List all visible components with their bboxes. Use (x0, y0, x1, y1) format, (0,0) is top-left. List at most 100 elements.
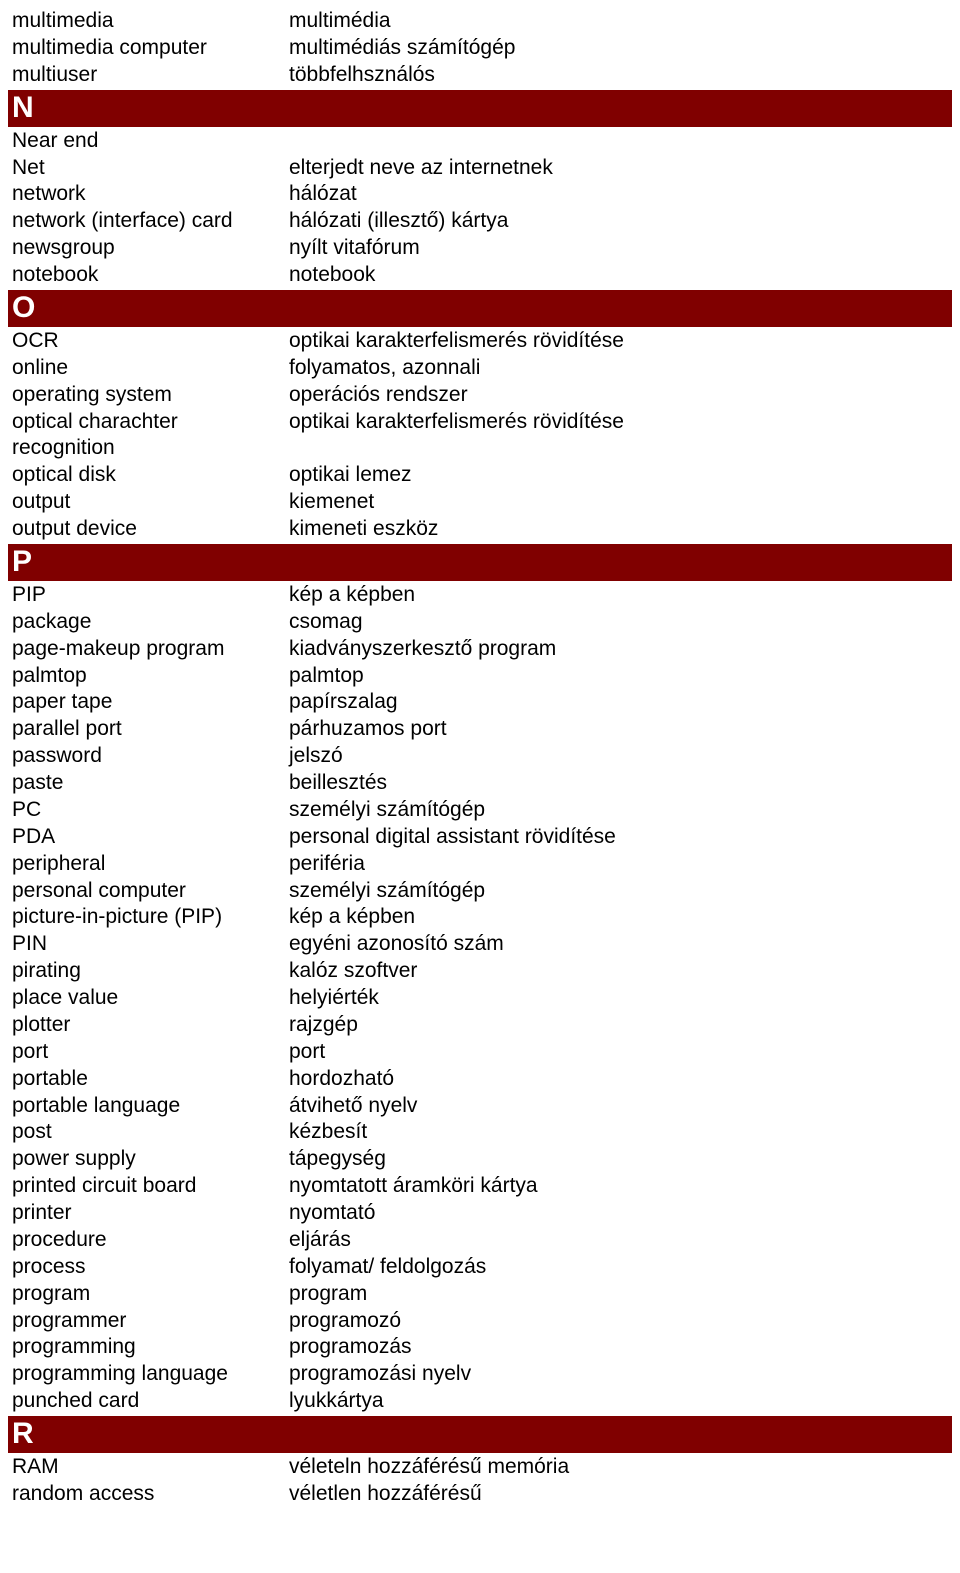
term-english: multiuser (8, 62, 285, 89)
term-english: parallel port (8, 716, 285, 743)
term-english: Net (8, 155, 285, 182)
glossary-row: multimedia computermultimédiás számítógé… (8, 35, 952, 62)
glossary-row: plotterrajzgép (8, 1012, 952, 1039)
glossary-row: Netelterjedt neve az internetnek (8, 155, 952, 182)
term-hungarian: papírszalag (285, 689, 952, 716)
term-english: output device (8, 516, 285, 543)
term-hungarian: eljárás (285, 1227, 952, 1254)
term-english: punched card (8, 1388, 285, 1415)
glossary-row: multiusertöbbfelhsználós (8, 62, 952, 89)
glossary-row: pastebeillesztés (8, 770, 952, 797)
term-english: picture-in-picture (PIP) (8, 904, 285, 931)
term-english: printer (8, 1200, 285, 1227)
term-english: programmer (8, 1308, 285, 1335)
glossary-row: optical charachter recognitionoptikai ka… (8, 409, 952, 463)
term-hungarian: hálózat (285, 181, 952, 208)
term-hungarian: elterjedt neve az internetnek (285, 155, 952, 182)
term-hungarian: véletlen hozzáférésű (285, 1481, 952, 1508)
term-hungarian: nyomtató (285, 1200, 952, 1227)
glossary-row: PDApersonal digital assistant rövidítése (8, 824, 952, 851)
term-hungarian: párhuzamos port (285, 716, 952, 743)
term-hungarian: program (285, 1281, 952, 1308)
glossary-row: onlinefolyamatos, azonnali (8, 355, 952, 382)
term-english: password (8, 743, 285, 770)
term-hungarian: nyílt vitafórum (285, 235, 952, 262)
term-english: optical charachter recognition (8, 409, 285, 463)
letter-header-p: P (8, 544, 952, 581)
glossary-row: programming languageprogramozási nyelv (8, 1361, 952, 1388)
term-hungarian: lyukkártya (285, 1388, 952, 1415)
term-english: paper tape (8, 689, 285, 716)
term-english: programming language (8, 1361, 285, 1388)
glossary-row: newsgroupnyílt vitafórum (8, 235, 952, 262)
glossary-row: output devicekimeneti eszköz (8, 516, 952, 543)
term-hungarian: notebook (285, 262, 952, 289)
term-english: plotter (8, 1012, 285, 1039)
glossary-row: RAMvéleteln hozzáférésű memória (8, 1454, 952, 1481)
term-hungarian: kép a képben (285, 582, 952, 609)
glossary-row: picture-in-picture (PIP)kép a képben (8, 904, 952, 931)
glossary-row: optical diskoptikai lemez (8, 462, 952, 489)
term-english: RAM (8, 1454, 285, 1481)
glossary-row: programprogram (8, 1281, 952, 1308)
glossary-row: Near end (8, 128, 952, 155)
term-english: programming (8, 1334, 285, 1361)
term-hungarian: kalóz szoftver (285, 958, 952, 985)
glossary-row: procedureeljárás (8, 1227, 952, 1254)
term-english: PC (8, 797, 285, 824)
glossary-row: networkhálózat (8, 181, 952, 208)
term-hungarian: kiemenet (285, 489, 952, 516)
glossary-row: portport (8, 1039, 952, 1066)
term-hungarian: kép a képben (285, 904, 952, 931)
term-english: optical disk (8, 462, 285, 489)
term-hungarian: multimédiás számítógép (285, 35, 952, 62)
term-hungarian: programozó (285, 1308, 952, 1335)
term-hungarian: multimédia (285, 8, 952, 35)
term-english: online (8, 355, 285, 382)
term-english: place value (8, 985, 285, 1012)
term-hungarian: personal digital assistant rövidítése (285, 824, 952, 851)
term-hungarian: rajzgép (285, 1012, 952, 1039)
glossary-row: printed circuit boardnyomtatott áramköri… (8, 1173, 952, 1200)
term-english: notebook (8, 262, 285, 289)
glossary-row: packagecsomag (8, 609, 952, 636)
glossary-row: operating systemoperációs rendszer (8, 382, 952, 409)
term-english: palmtop (8, 663, 285, 690)
term-english: newsgroup (8, 235, 285, 262)
glossary-row: PINegyéni azonosító szám (8, 931, 952, 958)
term-hungarian: személyi számítógép (285, 797, 952, 824)
term-hungarian: optikai karakterfelismerés rövidítése (285, 409, 952, 463)
glossary-row: passwordjelszó (8, 743, 952, 770)
term-hungarian: optikai lemez (285, 462, 952, 489)
term-english: personal computer (8, 878, 285, 905)
glossary-row: OCRoptikai karakterfelismerés rövidítése (8, 328, 952, 355)
term-hungarian: beillesztés (285, 770, 952, 797)
term-english: output (8, 489, 285, 516)
term-english: portable language (8, 1093, 285, 1120)
term-hungarian: jelszó (285, 743, 952, 770)
term-hungarian: kiadványszerkesztő program (285, 636, 952, 663)
term-english: post (8, 1119, 285, 1146)
glossary-row: network (interface) cardhálózati (illesz… (8, 208, 952, 235)
term-hungarian (285, 128, 952, 155)
glossary-row: processfolyamat/ feldolgozás (8, 1254, 952, 1281)
term-hungarian: programozási nyelv (285, 1361, 952, 1388)
term-hungarian: hordozható (285, 1066, 952, 1093)
term-english: power supply (8, 1146, 285, 1173)
term-english: portable (8, 1066, 285, 1093)
term-hungarian: operációs rendszer (285, 382, 952, 409)
term-english: package (8, 609, 285, 636)
glossary-row: power supplytápegység (8, 1146, 952, 1173)
glossary-row: postkézbesít (8, 1119, 952, 1146)
letter-header-n: N (8, 90, 952, 127)
term-hungarian: folyamatos, azonnali (285, 355, 952, 382)
term-english: port (8, 1039, 285, 1066)
glossary-row: programmerprogramozó (8, 1308, 952, 1335)
term-english: paste (8, 770, 285, 797)
term-hungarian: többfelhsználós (285, 62, 952, 89)
glossary-row: PIPkép a képben (8, 582, 952, 609)
glossary-row: paper tapepapírszalag (8, 689, 952, 716)
glossary-row: notebooknotebook (8, 262, 952, 289)
term-english: peripheral (8, 851, 285, 878)
term-english: random access (8, 1481, 285, 1508)
